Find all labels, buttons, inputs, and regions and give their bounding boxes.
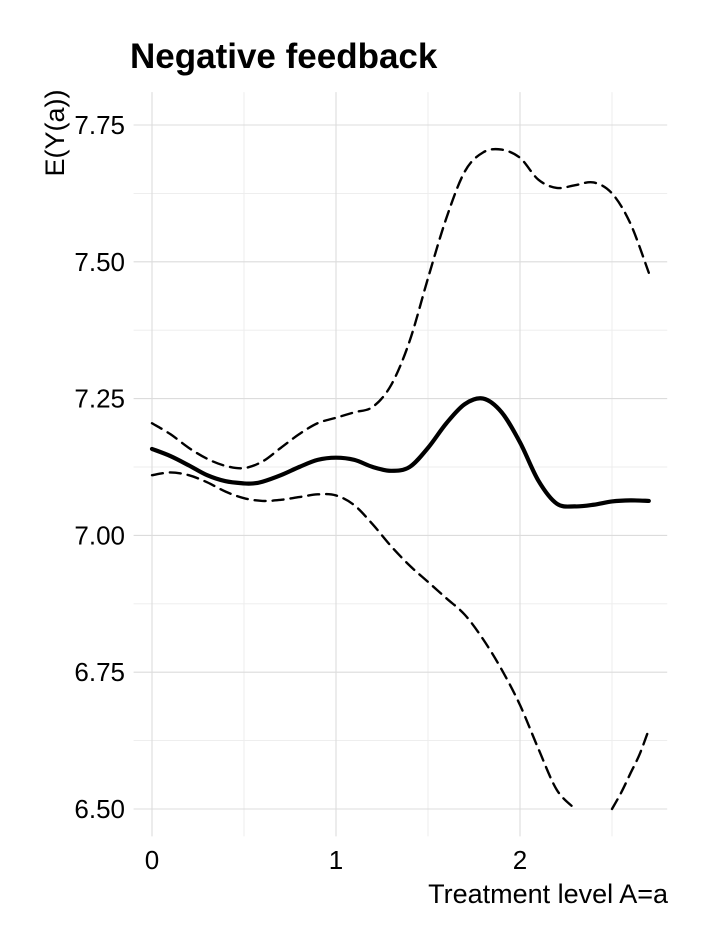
grid (133, 92, 668, 837)
y-tick-label: 6.50 (74, 794, 125, 824)
y-tick-label: 7.75 (74, 110, 125, 140)
tick-labels: 6.50 6.75 7.00 7.25 7.50 7.75 0 1 2 (74, 110, 527, 875)
y-tick-label: 7.50 (74, 247, 125, 277)
estimate-line (149, 396, 651, 509)
x-tick-label: 2 (513, 845, 527, 875)
x-tick-label: 0 (145, 845, 159, 875)
confidence-band-line (150, 147, 650, 470)
series-lines (149, 147, 651, 811)
y-tick-label: 7.00 (74, 520, 125, 550)
chart-title: Negative feedback (130, 37, 438, 76)
x-axis-label: Treatment level A=a (428, 879, 669, 909)
x-tick-label: 1 (329, 845, 343, 875)
y-tick-label: 7.25 (74, 384, 125, 414)
confidence-band-line (610, 728, 650, 811)
confidence-band-line (150, 471, 577, 811)
y-axis-label: E(Y(a)) (40, 90, 70, 177)
y-tick-label: 6.75 (74, 657, 125, 687)
